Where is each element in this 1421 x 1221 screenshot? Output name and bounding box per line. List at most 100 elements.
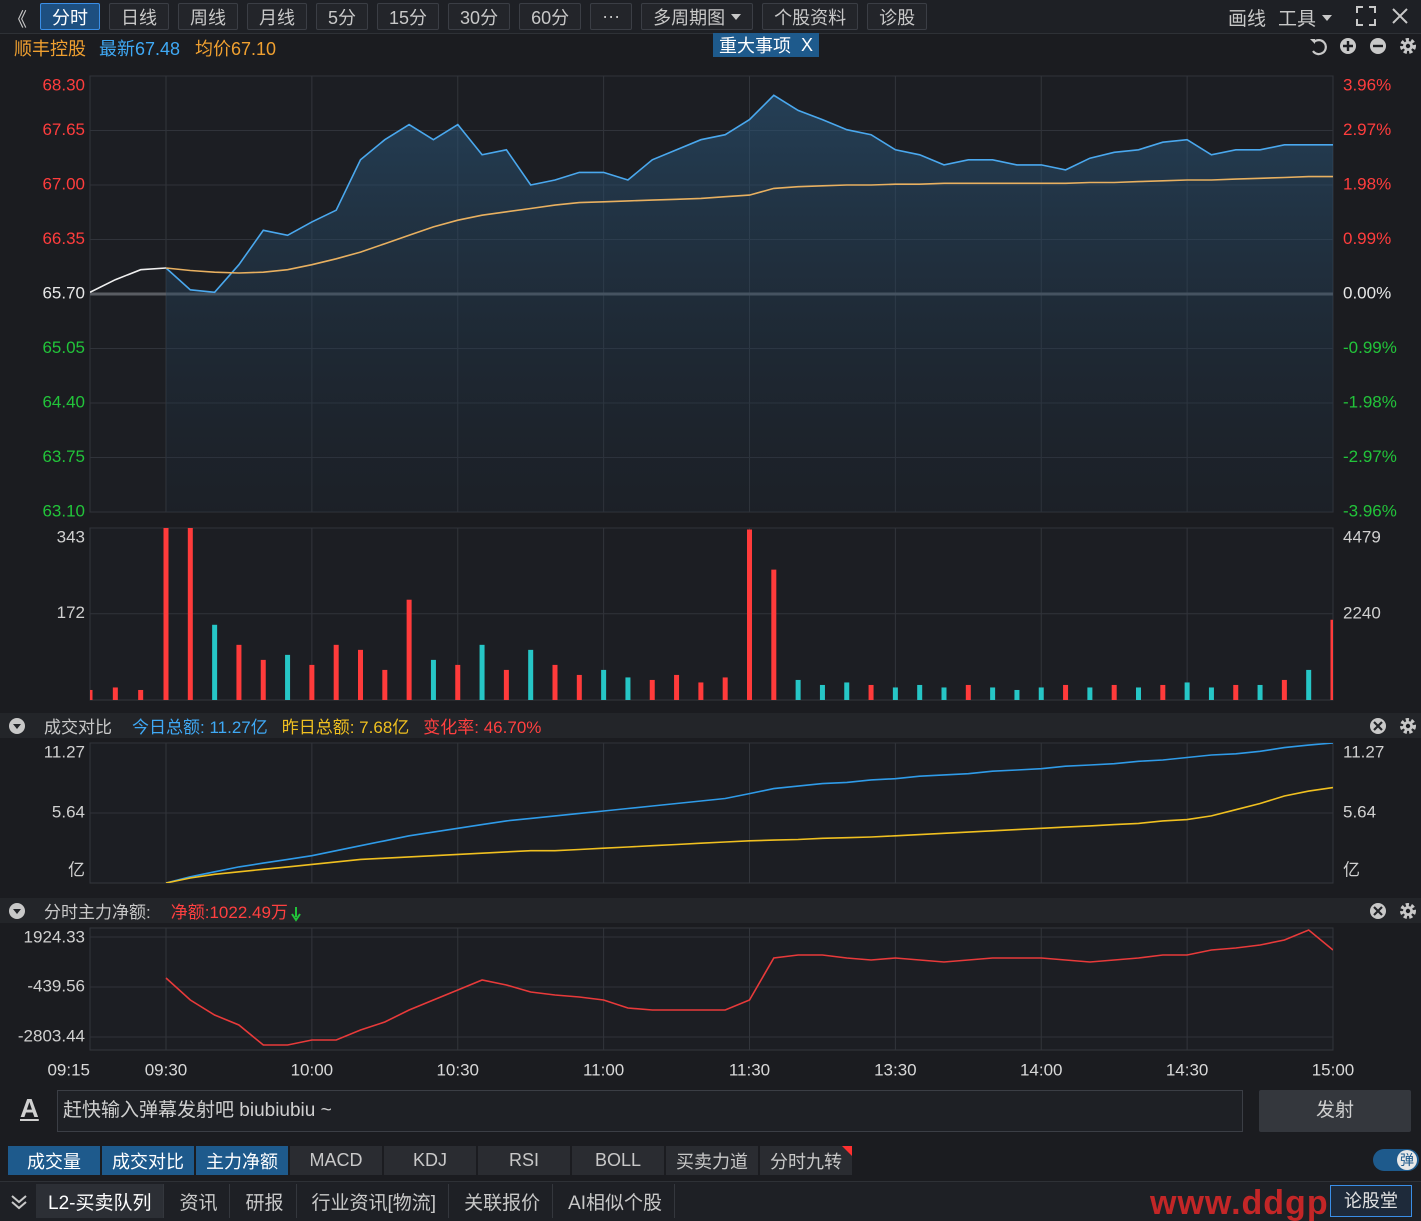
volume-bar (358, 649, 363, 700)
line (165, 94, 1333, 294)
toolbar-tool[interactable]: 画线 (1228, 9, 1267, 30)
period-tab[interactable]: 诊股 (867, 3, 928, 30)
caret (1322, 14, 1333, 21)
period-tab[interactable]: ··· (590, 3, 633, 30)
volume-bar (771, 569, 777, 700)
danmu-toggle[interactable]: 弹 (1373, 1149, 1419, 1171)
volume-bar (649, 679, 655, 700)
event-close[interactable]: X (801, 34, 814, 55)
bottom-tab[interactable]: 关联报价 (452, 1184, 554, 1218)
indicator-tab[interactable]: BOLL (572, 1146, 664, 1175)
fullscreen-icon[interactable] (1354, 4, 1378, 28)
close-icon[interactable] (1390, 6, 1410, 26)
y-tick-label: 5.64 (1343, 802, 1376, 821)
y-tick-label: 4479 (1343, 527, 1381, 546)
expand-icon[interactable] (8, 1190, 30, 1212)
period-tab[interactable]: 30分 (448, 3, 511, 30)
volume-bar (382, 669, 388, 700)
volume-bar (722, 677, 728, 700)
panel-settings-icon[interactable] (1398, 716, 1418, 736)
panel-close-icon[interactable] (1368, 901, 1388, 921)
volume-bar (285, 654, 291, 700)
y-tick-label: -2803.44 (18, 1026, 85, 1045)
volume-bar (1136, 687, 1141, 700)
period-tab[interactable]: 月线 (247, 3, 307, 30)
toolbar-right: 画线 工具 (1228, 4, 1344, 31)
undo-icon[interactable] (1308, 36, 1328, 56)
forum-button[interactable]: 论股堂 (1330, 1185, 1412, 1217)
volume-bar (965, 684, 971, 700)
volume-bar (112, 687, 118, 700)
latest-price: 最新67.48 (99, 39, 181, 59)
comment-input[interactable]: 赶快输入弹幕发射吧 biubiubiu ~ (57, 1090, 1243, 1132)
volume-bar (309, 664, 315, 700)
volume-bar (819, 684, 825, 700)
line (165, 786, 1333, 883)
indicator-tab[interactable]: MACD (290, 1146, 382, 1175)
indicator-tab[interactable]: 买卖力道 (666, 1146, 758, 1175)
settings-icon[interactable] (1398, 36, 1418, 56)
y-tick-label: -1.98% (1343, 392, 1397, 411)
line (165, 175, 1333, 274)
volume-bar (1257, 684, 1263, 700)
panel-summary: 昨日总额: 7.68亿 (281, 718, 410, 737)
period-tab[interactable]: 个股资料 (762, 3, 859, 30)
volume-bar (990, 687, 996, 700)
x-tick-label: 09:30 (145, 1060, 188, 1079)
indicator-tab[interactable]: RSI (478, 1146, 570, 1175)
indicator-tab[interactable]: 分时九转 (760, 1146, 852, 1175)
period-tab[interactable]: 5分 (316, 3, 369, 30)
send-button[interactable]: 发射 (1259, 1090, 1411, 1132)
indicator-tab[interactable]: 成交量 (8, 1146, 100, 1175)
x-tick-label: 13:30 (874, 1060, 917, 1079)
bottom-tab[interactable]: 行业资讯[物流] (300, 1184, 450, 1218)
volume-bar (747, 529, 752, 700)
y-tick-label: 1924.33 (24, 927, 85, 946)
panel-title: 分时主力净额: (44, 903, 151, 922)
zoom-out-icon[interactable] (1368, 36, 1388, 56)
bottom-tab[interactable]: 资讯 (167, 1184, 231, 1218)
period-tab[interactable]: 多周期图 (641, 3, 754, 30)
volume-bar (601, 669, 607, 700)
period-tab[interactable]: 15分 (377, 3, 440, 30)
volume-bar (1038, 687, 1044, 700)
y-tick-label: 3.96% (1343, 75, 1391, 94)
collapse-icon[interactable] (8, 902, 26, 920)
down-arrow-icon (291, 906, 301, 922)
panel-title: 成交对比 (44, 718, 112, 737)
y-tick-label: 5.64 (52, 802, 85, 821)
x-tick-label: 11:00 (583, 1060, 624, 1079)
stock-name: 顺丰控股 (14, 39, 86, 59)
font-icon[interactable]: A (20, 1093, 39, 1123)
event-label: 重大事项 (719, 36, 791, 56)
indicator-tab[interactable]: KDJ (384, 1146, 476, 1175)
volume-bar (1063, 684, 1069, 700)
volume-bar (212, 624, 218, 700)
zoom-in-icon[interactable] (1338, 36, 1358, 56)
y-tick-label: -0.99% (1343, 338, 1397, 357)
period-tab[interactable]: 分时 (40, 3, 100, 30)
bottom-tab[interactable]: AI相似个股 (556, 1184, 676, 1218)
event-tag[interactable]: 重大事项 X (713, 33, 820, 57)
period-tab[interactable]: 周线 (178, 3, 238, 30)
period-tab[interactable]: 60分 (519, 3, 582, 30)
period-tab[interactable]: 日线 (109, 3, 169, 30)
toolbar-tool[interactable]: 工具 (1278, 4, 1333, 31)
collapse-icon[interactable] (8, 717, 26, 735)
volume-bar (1014, 689, 1020, 700)
panel-close-icon[interactable] (1368, 716, 1388, 736)
indicator-tab[interactable]: 成交对比 (102, 1146, 194, 1175)
indicator-tab[interactable]: 主力净额 (196, 1146, 288, 1175)
bottom-tab[interactable]: L2-买卖队列 (36, 1184, 165, 1218)
y-tick-label: -2.97% (1343, 447, 1397, 466)
bottom-tab[interactable]: 研报 (233, 1184, 297, 1218)
panel-summary: 净额:1022.49万 (171, 898, 301, 923)
volume-bar (430, 659, 436, 700)
volume-bar (1087, 687, 1093, 700)
y-tick-label: 2240 (1343, 603, 1381, 622)
back-button[interactable]: 《 (8, 10, 28, 31)
panel-settings-icon[interactable] (1398, 901, 1418, 921)
y-tick-label: -439.56 (27, 976, 85, 995)
